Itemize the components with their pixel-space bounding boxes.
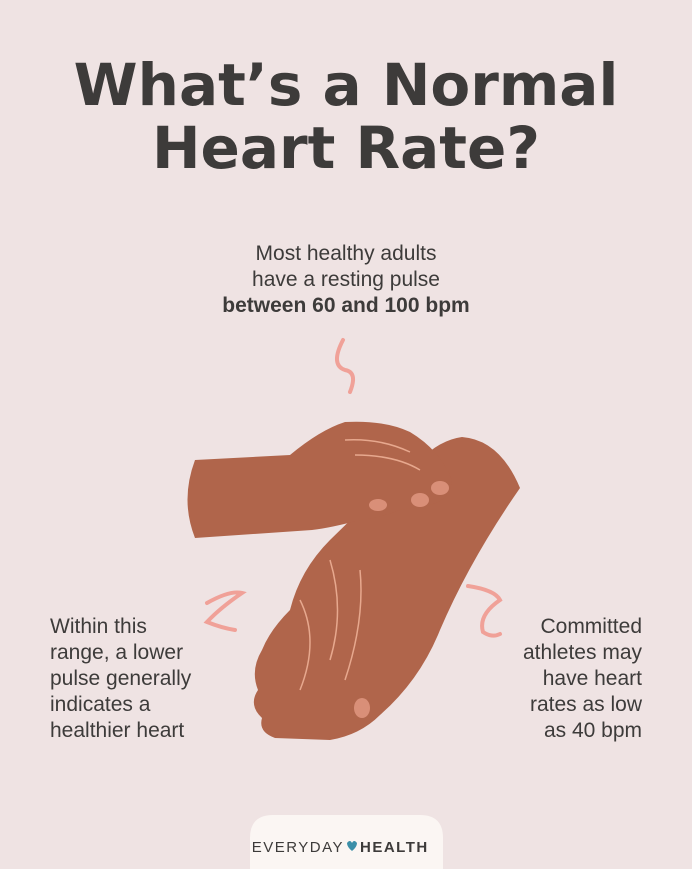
right-text: rates as low	[530, 693, 643, 716]
left-text: pulse generally	[50, 667, 192, 690]
hand-lines	[299, 439, 421, 691]
center-text-bold: between 60 and 100 bpm	[222, 294, 469, 317]
squiggle	[335, 338, 356, 394]
nail	[411, 493, 429, 507]
nail	[431, 481, 449, 495]
hand-line	[344, 569, 362, 681]
left-text: indicates a	[50, 693, 151, 716]
right-text: have heart	[543, 667, 642, 690]
lower-hand	[253, 437, 521, 740]
hand-line	[329, 559, 339, 661]
logo-badge	[250, 815, 443, 869]
squiggle	[466, 584, 503, 638]
nail	[354, 698, 370, 718]
title-line: What’s a Normal	[74, 51, 619, 119]
hand-line	[344, 439, 411, 453]
nails	[354, 481, 449, 718]
logo-heart	[347, 841, 357, 851]
hands-illustration	[187, 421, 521, 740]
left-text: range, a lower	[50, 641, 183, 664]
right-text: Committed	[540, 615, 642, 638]
hand-line	[299, 599, 311, 691]
title-line: Heart Rate?	[152, 114, 540, 182]
upper-hand	[187, 421, 452, 538]
nail	[369, 499, 387, 511]
right-text: athletes may	[523, 641, 643, 664]
center-text: have a resting pulse	[252, 268, 440, 291]
right-text-block: Committed athletes may have heart rates …	[523, 615, 643, 742]
logo-left: EVERYDAY	[252, 839, 344, 856]
left-text: healthier heart	[50, 719, 184, 742]
right-text: as 40 bpm	[544, 719, 642, 742]
hand-line	[354, 454, 421, 471]
squiggles	[203, 338, 503, 638]
logo-right: HEALTH	[360, 839, 429, 856]
left-text: Within this	[50, 615, 147, 638]
squiggle	[203, 590, 247, 632]
center-text: Most healthy adults	[256, 242, 437, 265]
left-text-block: Within this range, a lower pulse general…	[50, 615, 192, 742]
